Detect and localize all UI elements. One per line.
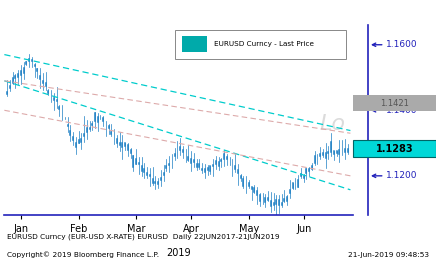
Text: 21-Jun-2019 09:48:53: 21-Jun-2019 09:48:53	[348, 252, 429, 258]
Text: Copyright© 2019 Bloomberg Finance L.P.: Copyright© 2019 Bloomberg Finance L.P.	[7, 252, 159, 258]
FancyBboxPatch shape	[175, 30, 346, 59]
Text: 1.1421: 1.1421	[380, 99, 409, 108]
Text: Lo: Lo	[319, 114, 345, 134]
Text: 1.1600: 1.1600	[386, 40, 418, 49]
FancyBboxPatch shape	[353, 95, 436, 111]
Text: 1.1200: 1.1200	[386, 171, 418, 180]
Text: 1.1400: 1.1400	[386, 106, 418, 115]
FancyBboxPatch shape	[182, 36, 207, 52]
Text: EURUSD Curncy - Last Price: EURUSD Curncy - Last Price	[214, 41, 313, 47]
Text: 1.1283: 1.1283	[376, 144, 413, 154]
FancyBboxPatch shape	[353, 140, 436, 157]
Text: 2019: 2019	[167, 248, 191, 258]
Text: EURUSD Curncy (EUR-USD X-RATE) EURUSD  Daily 22JUN2017-21JUN2019: EURUSD Curncy (EUR-USD X-RATE) EURUSD Da…	[7, 234, 279, 241]
